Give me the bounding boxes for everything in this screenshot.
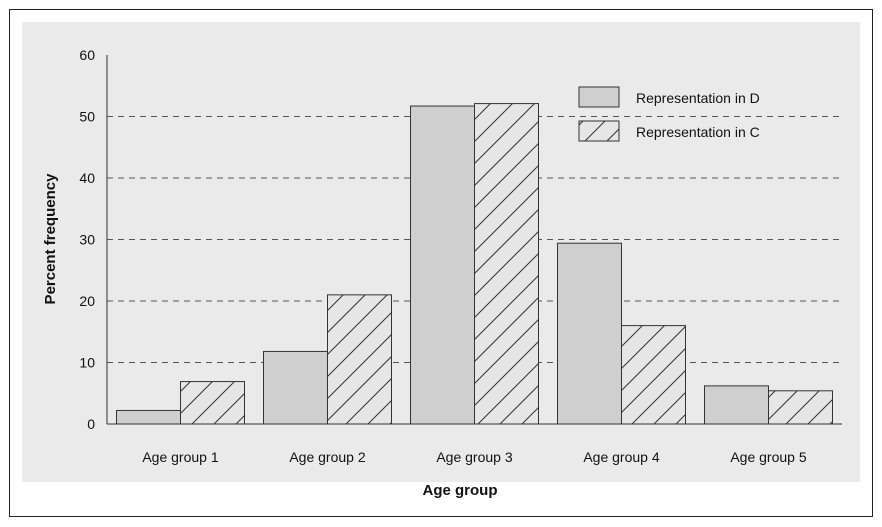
x-tick-label: Age group 2 bbox=[289, 449, 365, 465]
legend-label-d: Representation in D bbox=[636, 90, 760, 106]
bar-representation-c bbox=[768, 390, 833, 425]
legend-swatch-c bbox=[578, 120, 620, 142]
y-tick-label: 40 bbox=[79, 170, 95, 186]
y-axis-label: Percent frequency bbox=[42, 173, 59, 305]
y-tick-label: 60 bbox=[79, 47, 95, 63]
y-tick-label: 0 bbox=[87, 416, 95, 432]
bar-representation-d bbox=[116, 409, 181, 425]
y-tick-label: 10 bbox=[79, 355, 95, 371]
x-tick-label: Age group 1 bbox=[142, 449, 218, 465]
bar-representation-c bbox=[327, 294, 392, 425]
x-axis-label: Age group bbox=[423, 482, 498, 499]
legend-swatch-d bbox=[578, 86, 620, 108]
bar-representation-c bbox=[180, 381, 245, 425]
y-tick-label: 30 bbox=[79, 232, 95, 248]
bar-representation-d bbox=[263, 350, 328, 425]
bar-representation-d bbox=[557, 242, 622, 425]
legend-label-c: Representation in C bbox=[636, 124, 760, 140]
x-tick-label: Age group 5 bbox=[730, 449, 806, 465]
bar-representation-c bbox=[621, 325, 686, 425]
y-tick-label: 50 bbox=[79, 109, 95, 125]
bar-representation-d bbox=[410, 105, 475, 425]
x-tick-labels: Age group 1 Age group 2 Age group 3 Age gro… bbox=[142, 449, 806, 465]
y-tick-label: 20 bbox=[79, 293, 95, 309]
x-tick-label: Age group 4 bbox=[583, 449, 659, 465]
y-tick-labels: 0 10 20 30 40 50 60 bbox=[79, 47, 95, 432]
bars bbox=[116, 103, 833, 425]
bar-representation-d bbox=[704, 385, 769, 425]
legend: Representation in D Representation in C bbox=[578, 86, 760, 142]
bar-representation-c bbox=[474, 103, 539, 425]
x-tick-label: Age group 3 bbox=[436, 449, 512, 465]
